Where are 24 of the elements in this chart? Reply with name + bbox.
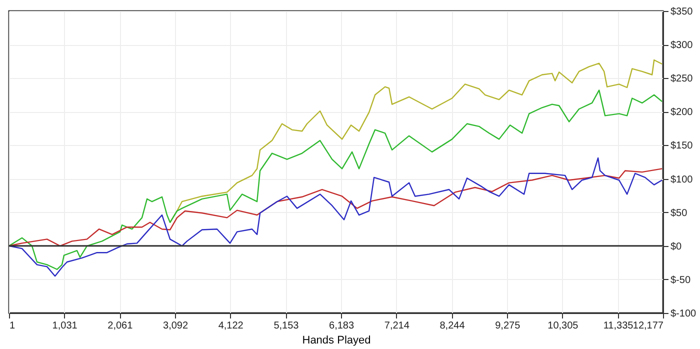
y-tick-label: $50	[670, 208, 688, 219]
x-tick-label: 5,153	[274, 320, 300, 332]
y-tick-label: $150	[670, 140, 694, 152]
x-axis-title: Hands Played	[302, 334, 371, 346]
x-tick-label: 1	[10, 320, 16, 332]
y-tick-label: $350	[670, 6, 694, 18]
x-tick-label: 4,122	[218, 320, 244, 332]
x-tick-label: 2,061	[108, 320, 134, 332]
x-tick-label: 6,183	[329, 320, 354, 332]
y-tick-label: $100	[670, 174, 694, 186]
y-tick-label: $300	[670, 40, 694, 52]
y-tick-label: $0	[670, 241, 682, 252]
x-tick-label: 8,244	[440, 320, 466, 332]
x-tick-label: 1,031	[52, 320, 78, 332]
x-tick-label: 10,305	[548, 320, 579, 332]
y-tick-label: $-100	[670, 308, 697, 320]
y-tick-label: $250	[670, 74, 694, 85]
x-tick-label: 11,335	[603, 320, 634, 332]
y-tick-label: $200	[670, 107, 694, 118]
x-tick-label: 9,275	[495, 320, 521, 332]
x-tick-label: 7,214	[384, 320, 410, 332]
x-tick-label: 3,092	[163, 320, 188, 332]
x-tick-label: 12,177	[632, 320, 664, 332]
y-tick-label: $-50	[670, 274, 691, 286]
